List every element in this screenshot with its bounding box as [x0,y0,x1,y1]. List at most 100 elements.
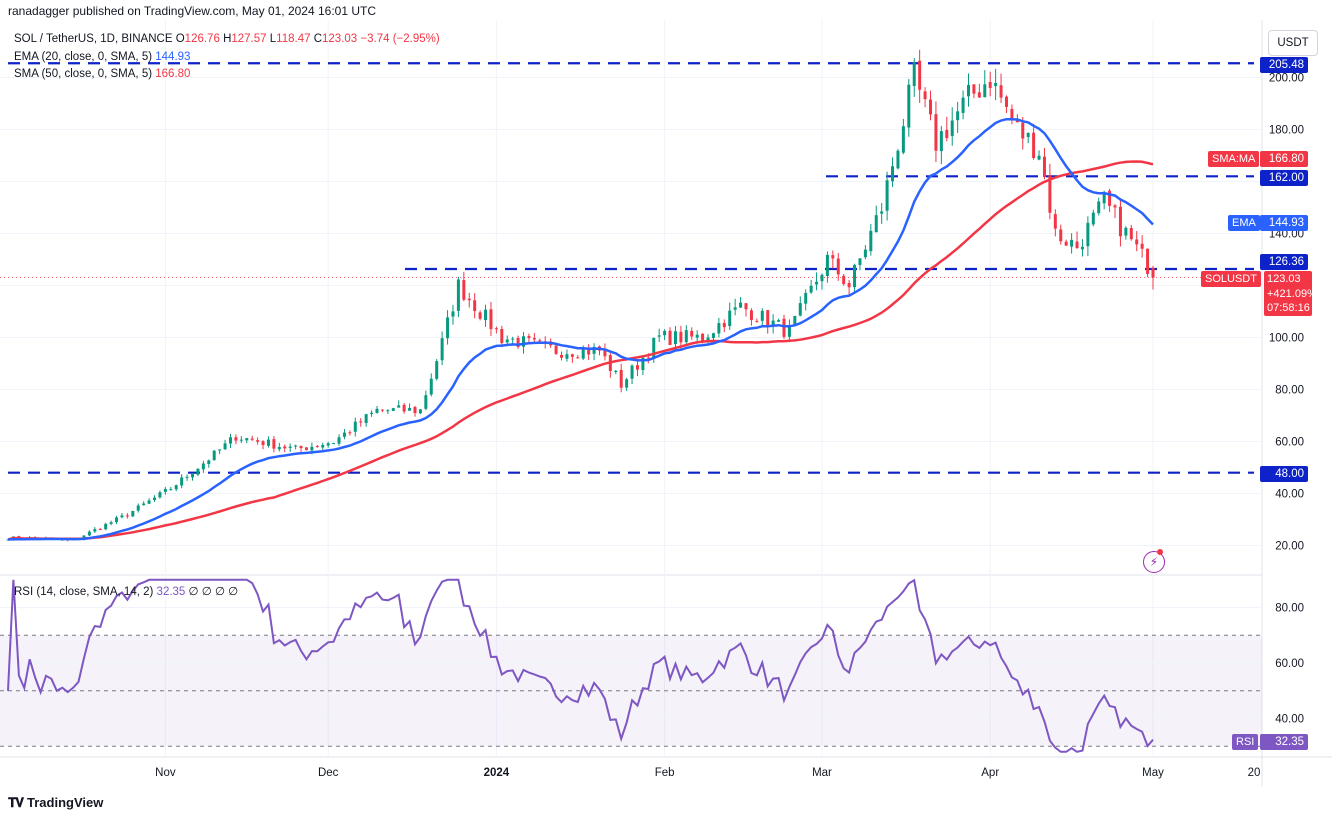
candle-body [809,285,813,293]
candle-body [473,300,477,312]
level-162-tag: 162.00 [1260,170,1308,186]
candle-body [467,298,471,301]
candle-body [256,440,260,442]
candle-body [1010,108,1014,119]
candle-body [484,309,488,321]
close-label: C [313,33,323,45]
candle-body [1064,241,1068,246]
candle-body [994,82,998,87]
time-tick-label: Nov [155,767,176,779]
candle-body [744,303,748,310]
candle-body [6,539,10,541]
ema-legend[interactable]: EMA (20, close, 0, SMA, 5) 144.93 [14,51,190,63]
candle-body [310,446,314,451]
candle-body [657,335,661,337]
candle-body [429,378,433,395]
candle-body [228,437,232,444]
candle-body [733,307,737,310]
candle-body [1135,239,1139,245]
rsi-legend[interactable]: RSI (14, close, SMA, 14, 2) 32.35 ∅ ∅ ∅ … [14,584,238,598]
candle-body [180,477,184,486]
candle-body [592,346,596,354]
price-tick-label: 80.00 [1275,385,1304,397]
time-tick-label: 20 [1248,767,1261,779]
candle-body [516,337,520,347]
candle-body [115,517,119,523]
candle-body [619,369,623,388]
candle-body [603,350,607,357]
candle-body [505,339,509,343]
candle-body [131,510,135,517]
candle-body [749,310,753,321]
candle-body [1070,239,1074,247]
candle-body [587,348,591,355]
symbol-legend: SOL / TetherUS, 1D, BINANCE O126.76 H127… [14,33,440,45]
candle-body [435,361,439,379]
price-tick-label: 20.00 [1275,541,1304,553]
candle-body [554,345,558,354]
price-tick-label: 180.00 [1269,125,1304,137]
candle-body [825,254,829,276]
candle-body [858,258,862,265]
candle-body [869,230,873,252]
candle-body [977,92,981,98]
candle-body [294,445,298,447]
rsi-tick-label: 60.00 [1275,658,1304,670]
candle-body [641,357,645,371]
candle-body [185,476,189,478]
candle-body [142,503,146,506]
candle-body [348,432,352,434]
candle-body [462,280,466,300]
candle-body [690,330,694,337]
candle-body [891,166,895,182]
candle-body [793,315,797,326]
bar-countdown: 07:58:16 [1267,302,1310,314]
candle-body [359,421,363,423]
candle-body [1042,156,1046,177]
sma-tag-label: SMA:MA [1208,151,1260,167]
candle-body [315,446,319,448]
candle-body [174,485,178,490]
symbol-title[interactable]: SOL / TetherUS, 1D, BINANCE [14,33,173,45]
currency-button[interactable]: USDT [1268,30,1318,56]
candle-body [777,320,781,322]
lightning-icon[interactable]: ⚡ [1143,551,1165,573]
candle-body [451,311,455,317]
candle-body [380,409,384,411]
candle-body [446,317,450,339]
candle-body [489,309,493,330]
candle-body [272,439,276,449]
candle-body [880,211,884,214]
candle-body [1146,248,1150,274]
candle-body [972,84,976,94]
candle-body [120,515,124,518]
candle-body [646,357,650,359]
candle-body [1004,96,1008,107]
candle-body [1151,267,1155,278]
candle-body [239,439,243,441]
candle-body [408,407,412,411]
candle-body [625,379,629,388]
candle-body [532,337,536,340]
candle-body [711,333,715,338]
symbol-change: +421.09% [1267,287,1317,300]
candle-body [983,84,987,98]
candle-body [863,249,867,258]
level-205-tag: 205.48 [1260,57,1308,73]
rsi-tag-label: RSI [1232,734,1259,750]
candle-body [163,488,167,492]
sma-50-line [7,160,1154,541]
candle-body [201,463,205,470]
candle-body [1026,133,1030,138]
high-value: 127.57 [231,33,267,45]
sma-legend[interactable]: SMA (50, close, 0, SMA, 5) 166.80 [14,68,190,80]
candle-body [945,129,949,139]
candle-body [207,460,211,464]
candle-body [956,111,960,121]
candle-body [695,334,699,338]
candle-body [739,302,743,308]
level-48-tag: 48.00 [1260,466,1308,482]
tradingview-logo[interactable]: 𝐓𝐕 TradingView [8,795,103,811]
candle-body [907,84,911,128]
candle-body [1102,192,1106,204]
